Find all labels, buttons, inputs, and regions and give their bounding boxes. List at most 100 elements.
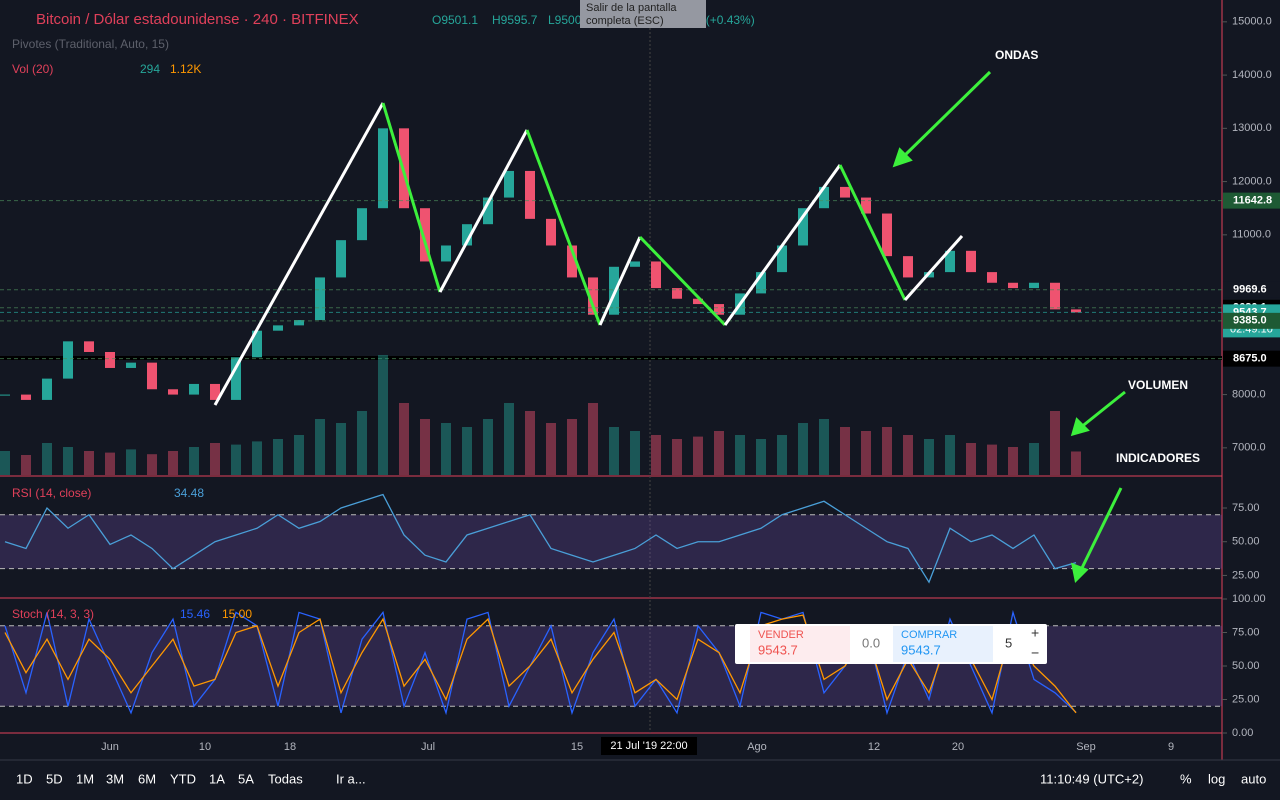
clock: 11:10:49 (UTC+2) [1040, 771, 1143, 786]
ohlc-open: O9501.1 [432, 13, 478, 27]
volume-bar [882, 427, 892, 475]
volume-bar [861, 431, 871, 475]
candle [1029, 282, 1039, 289]
y-tick-label: 50.00 [1232, 536, 1260, 548]
arrow [1078, 487, 1123, 573]
vol-ma: 1.12K [170, 62, 201, 76]
range-button[interactable]: 1M [76, 771, 94, 786]
quantity[interactable]: 5 [1005, 635, 1012, 650]
volume-bar [798, 423, 808, 475]
volume-bar [840, 427, 850, 475]
symbol[interactable]: Bitcoin / Dólar estadounidense · 240 · B… [36, 11, 359, 28]
volume-bar [1071, 451, 1081, 475]
wave-up [598, 236, 642, 326]
wave-up [903, 235, 964, 301]
rsi-legend[interactable]: RSI (14, close) [12, 486, 91, 500]
vol-legend[interactable]: Vol (20) [12, 62, 53, 76]
y-tick-label: 25.00 [1232, 569, 1260, 581]
candle [945, 250, 955, 273]
range-button[interactable]: Todas [268, 771, 303, 786]
range-button[interactable]: 5A [238, 771, 254, 786]
volume-bar [294, 435, 304, 475]
rsi-value: 34.48 [174, 486, 204, 500]
minus-button[interactable]: − [1031, 645, 1039, 661]
range-button[interactable]: 5D [46, 771, 63, 786]
candle [756, 272, 766, 294]
volume-bar [147, 454, 157, 475]
wave-up [723, 164, 842, 326]
range-button[interactable]: YTD [170, 771, 196, 786]
volume-bar [567, 419, 577, 475]
candle [336, 240, 346, 278]
volume-bar [609, 427, 619, 475]
auto-toggle[interactable]: auto [1241, 771, 1266, 786]
x-tick-label: 9 [1168, 741, 1174, 753]
x-tick-label: Ago [747, 741, 767, 753]
pivots-legend[interactable]: Pivotes (Traditional, Auto, 15) [12, 37, 169, 51]
volume-bar [588, 403, 598, 475]
candle [1008, 282, 1018, 289]
candle [63, 341, 73, 379]
volume-bar [0, 451, 10, 475]
candle [441, 245, 451, 262]
y-tick-label: 25.00 [1232, 693, 1260, 705]
candle [882, 213, 892, 257]
x-tick-label: 12 [868, 741, 880, 753]
wave-down [381, 102, 442, 293]
indicator-line [4, 614, 1077, 714]
candle [42, 378, 52, 400]
volume-bar [924, 439, 934, 475]
tooltip-text: completa (ESC) [586, 15, 664, 27]
range-button[interactable]: 1D [16, 771, 33, 786]
buy-price: 9543.7 [901, 642, 941, 657]
vol-value: 294 [140, 62, 160, 76]
volume-bar [525, 411, 535, 475]
log-toggle[interactable]: log [1208, 771, 1225, 786]
range-button[interactable]: 6M [138, 771, 156, 786]
volume-bar [273, 439, 283, 475]
x-tick-label: Jul [421, 741, 435, 753]
candle [294, 320, 304, 326]
volume-bar [21, 455, 31, 475]
arrows [892, 70, 1126, 584]
stoch-legend[interactable]: Stoch (14, 3, 3) [12, 607, 94, 621]
volume-bar [441, 423, 451, 475]
level-band [0, 356, 1222, 360]
volume-bar [1050, 411, 1060, 475]
candle [252, 330, 262, 358]
y-tick-label: 12000.0 [1232, 175, 1272, 187]
volume-bar [714, 431, 724, 475]
wave-down [638, 235, 727, 327]
buy-button[interactable] [893, 626, 993, 662]
volume-bar [630, 431, 640, 475]
candle [966, 250, 976, 273]
sell-button[interactable] [750, 626, 850, 662]
x-tick-label: 10 [199, 741, 211, 753]
volume-bar [777, 435, 787, 475]
candle [168, 389, 178, 395]
candle [147, 362, 157, 390]
candle [546, 218, 556, 246]
y-tick-label: 50.00 [1232, 660, 1260, 672]
volume-bar [546, 423, 556, 475]
volume-bar [651, 435, 661, 475]
candle [21, 394, 31, 400]
x-tick-label: Jun [101, 741, 119, 753]
y-tick-label: 75.00 [1232, 626, 1260, 638]
candle [231, 357, 241, 400]
range-button[interactable]: 1A [209, 771, 225, 786]
candle [861, 197, 871, 214]
percent-toggle[interactable]: % [1180, 771, 1192, 786]
range-button[interactable]: 3M [106, 771, 124, 786]
plus-button[interactable]: + [1031, 625, 1039, 641]
goto-button[interactable]: Ir a... [336, 771, 366, 786]
volume-bar [756, 439, 766, 475]
volume-bar [987, 444, 997, 475]
ohlc-high: H9595.7 [492, 13, 538, 27]
buy-label: COMPRAR [901, 629, 957, 641]
ohlc-low: L9500 [548, 13, 582, 27]
volume-bar [84, 451, 94, 475]
annotation: ONDAS [995, 48, 1038, 62]
